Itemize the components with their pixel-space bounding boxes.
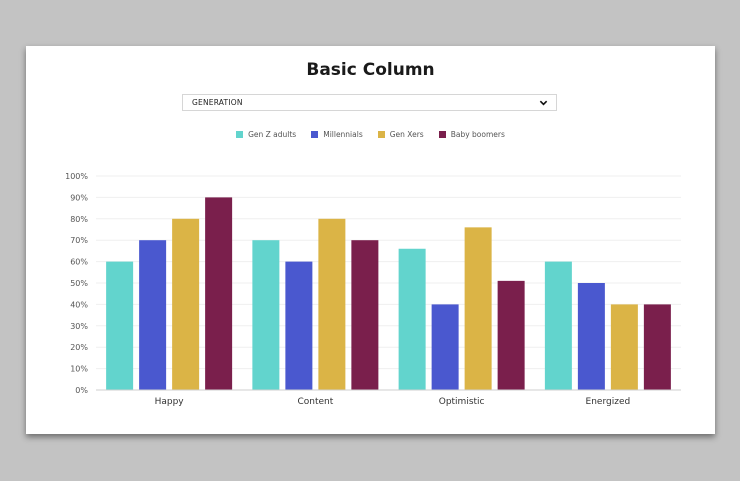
legend-item[interactable]: Baby boomers	[438, 130, 505, 139]
legend-label: Baby boomers	[450, 130, 505, 139]
bar-chart: 0% 10% 20% 30% 40% 50% 60% 70% 80% 90% 100% Happy Co…	[65, 172, 681, 407]
generation-dropdown[interactable]: GENERATION	[182, 94, 557, 111]
x-tick-label: Happy	[155, 397, 185, 407]
legend-item[interactable]: Millennials	[311, 130, 363, 139]
legend-label: Gen Xers	[389, 130, 424, 139]
y-tick-label: 90%	[70, 193, 88, 202]
bar	[318, 218, 346, 390]
bar	[285, 261, 313, 390]
legend-swatch	[438, 131, 446, 138]
bar	[610, 304, 638, 390]
y-tick-label: 40%	[70, 300, 88, 309]
bar	[351, 240, 379, 390]
y-tick-label: 70%	[70, 236, 88, 245]
bar	[106, 261, 134, 390]
bar	[577, 283, 605, 390]
legend-item[interactable]: Gen Z adults	[236, 130, 296, 139]
bar	[431, 304, 459, 390]
dropdown-value: GENERATION	[192, 98, 243, 107]
chart-legend: Gen Z adults Millennials Gen Xers Baby boom…	[26, 130, 715, 139]
legend-label: Millennials	[323, 130, 363, 139]
y-tick-label: 20%	[70, 343, 88, 352]
y-tick-label: 10%	[70, 365, 88, 374]
y-tick-label: 30%	[70, 322, 88, 331]
legend-swatch	[236, 131, 244, 138]
y-tick-label: 0%	[75, 386, 88, 395]
bar	[205, 197, 233, 390]
bar	[139, 240, 167, 390]
chart-title: Basic Column	[306, 60, 435, 80]
legend-item[interactable]: Gen Xers	[377, 130, 424, 139]
bar	[643, 304, 671, 390]
x-tick-label: Content	[297, 397, 333, 407]
y-tick-label: 60%	[70, 258, 88, 267]
chart-card: Basic Column GENERATION Gen Z adults Mill…	[26, 46, 715, 434]
legend-swatch	[311, 131, 319, 138]
bar	[398, 248, 426, 390]
legend-swatch	[377, 131, 385, 138]
chevron-down-icon	[539, 100, 548, 106]
y-tick-label: 80%	[70, 215, 88, 224]
bar	[497, 280, 525, 390]
bar	[544, 261, 572, 390]
x-tick-label: Energized	[586, 397, 631, 407]
y-tick-label: 50%	[70, 279, 88, 288]
y-tick-label: 100%	[65, 172, 88, 181]
bar	[252, 240, 280, 390]
bar	[172, 218, 200, 390]
bar	[464, 227, 492, 390]
x-tick-label: Optimistic	[439, 397, 485, 407]
legend-label: Gen Z adults	[248, 130, 297, 139]
